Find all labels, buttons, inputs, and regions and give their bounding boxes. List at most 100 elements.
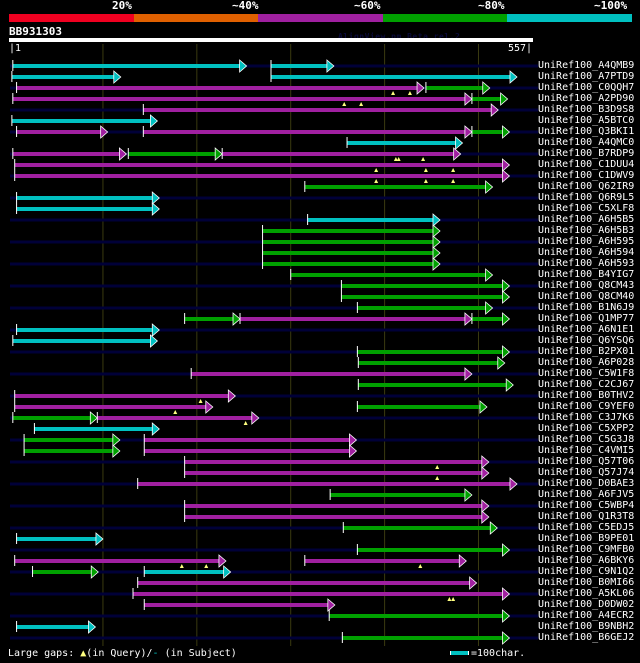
hit-label[interactable]: UniRef100_B0MI66 — [538, 577, 635, 588]
query-name: BB931303 — [9, 25, 62, 38]
hsp-end-arrow — [505, 378, 514, 392]
hit-label[interactable]: UniRef100_Q8CM40 — [538, 291, 635, 302]
hit-label[interactable]: UniRef100_B2PX01 — [538, 346, 635, 357]
hit-label[interactable]: UniRef100_Q6R9L5 — [538, 192, 635, 203]
gap-legend: Large gaps: ▲(in Query)/- (in Subject) — [8, 648, 237, 660]
hit-label[interactable]: UniRef100_C9YEF0 — [538, 401, 635, 412]
hsp-end-arrow — [464, 312, 473, 326]
hsp-end-arrow — [151, 202, 160, 216]
hit-label[interactable]: UniRef100_A5BTC0 — [538, 115, 635, 126]
hit-label[interactable]: UniRef100_B6GEJ2 — [538, 632, 635, 643]
hit-label[interactable]: UniRef100_C1DWV9 — [538, 170, 635, 181]
hit-label[interactable]: UniRef100_B0THV2 — [538, 390, 635, 401]
hsp-segment — [24, 438, 114, 442]
hit-label[interactable]: UniRef100_C3J7K6 — [538, 412, 635, 423]
hsp-end-arrow — [458, 554, 467, 568]
hsp-segment — [425, 86, 484, 90]
hit-label[interactable]: UniRef100_B4YIG7 — [538, 269, 635, 280]
hit-label[interactable]: UniRef100_A6H5B3 — [538, 225, 635, 236]
hsp-segment — [14, 163, 504, 167]
subject-gap-text: (in Subject) — [158, 648, 237, 659]
hsp-segment — [14, 174, 504, 178]
hsp-segment — [240, 317, 466, 321]
hit-label[interactable]: UniRef100_B9NBH2 — [538, 621, 635, 632]
hit-label[interactable]: UniRef100_Q62IR9 — [538, 181, 635, 192]
hit-label[interactable]: UniRef100_A7PTD9 — [538, 71, 635, 82]
hsp-segment — [471, 130, 504, 134]
query-gap-marker — [243, 421, 248, 425]
hit-label[interactable]: UniRef100_A6H594 — [538, 247, 635, 258]
query-gap-marker — [447, 597, 452, 601]
hit-label[interactable]: UniRef100_C5W1F8 — [538, 368, 635, 379]
hit-label[interactable]: UniRef100_A4QMC0 — [538, 137, 635, 148]
hit-label[interactable]: UniRef100_A2PD90 — [538, 93, 635, 104]
hit-label[interactable]: UniRef100_B1N6J9 — [538, 302, 635, 313]
hsp-end-arrow — [482, 81, 491, 95]
hsp-end-arrow — [489, 521, 498, 535]
hit-label[interactable]: UniRef100_A4QMB9 — [538, 60, 635, 71]
hsp-segment — [12, 152, 121, 156]
hsp-end-arrow — [119, 147, 128, 161]
hit-label[interactable]: UniRef100_A6H595 — [538, 236, 635, 247]
hsp-segment — [184, 471, 483, 475]
hit-label[interactable]: UniRef100_D0DW02 — [538, 599, 635, 610]
hsp-segment — [32, 570, 93, 574]
hsp-segment — [16, 207, 154, 211]
hsp-end-arrow — [481, 455, 490, 469]
hit-label[interactable]: UniRef100_Q1MP77 — [538, 313, 635, 324]
hit-label[interactable]: UniRef100_D0BAE3 — [538, 478, 635, 489]
hit-label[interactable]: UniRef100_A6FJV5 — [538, 489, 635, 500]
hit-label[interactable]: UniRef100_B9PE01 — [538, 533, 635, 544]
hsp-end-arrow — [509, 70, 518, 84]
hit-label[interactable]: UniRef100_Q3BKI1 — [538, 126, 635, 137]
hit-label[interactable]: UniRef100_Q6YSQ6 — [538, 335, 635, 346]
hsp-end-arrow — [502, 290, 511, 304]
hsp-segment — [357, 548, 504, 552]
hit-label[interactable]: UniRef100_C4VMI5 — [538, 445, 635, 456]
hit-label[interactable]: UniRef100_Q1R3T8 — [538, 511, 635, 522]
ruler-start-label: |1 — [9, 43, 22, 54]
hsp-segment — [16, 537, 97, 541]
hit-label[interactable]: UniRef100_C5EDJ5 — [538, 522, 635, 533]
hit-label[interactable]: UniRef100_A6H593 — [538, 258, 635, 269]
hit-label[interactable]: UniRef100_B7RDP9 — [538, 148, 635, 159]
hit-label[interactable]: UniRef100_Q8CM43 — [538, 280, 635, 291]
hit-label[interactable]: UniRef100_C5XLF8 — [538, 203, 635, 214]
hsp-segment — [14, 405, 207, 409]
hit-label[interactable]: UniRef100_B3D9S8 — [538, 104, 635, 115]
hsp-segment — [330, 493, 466, 497]
hsp-end-arrow — [432, 213, 441, 227]
hit-label[interactable]: UniRef100_C5WBP4 — [538, 500, 635, 511]
hsp-segment — [304, 185, 487, 189]
hsp-end-arrow — [432, 257, 441, 271]
hit-label[interactable]: UniRef100_C1DUU4 — [538, 159, 635, 170]
hsp-segment — [357, 306, 487, 310]
hit-label[interactable]: UniRef100_C5XPP2 — [538, 423, 635, 434]
hsp-end-arrow — [95, 532, 104, 546]
query-gap-marker — [374, 168, 379, 172]
hit-label[interactable]: UniRef100_A5KL06 — [538, 588, 635, 599]
hit-label[interactable]: UniRef100_A6P028 — [538, 357, 635, 368]
hsp-segment — [471, 97, 502, 101]
hsp-end-arrow — [112, 444, 121, 458]
query-gap-marker — [451, 168, 456, 172]
hsp-segment — [358, 361, 499, 365]
hit-label[interactable]: UniRef100_A6N1E1 — [538, 324, 635, 335]
hit-label[interactable]: UniRef100_C2CJ67 — [538, 379, 635, 390]
legend-label-60: ~60% — [354, 0, 381, 12]
hit-label[interactable]: UniRef100_Q57J74 — [538, 467, 635, 478]
query-gap-marker — [421, 157, 426, 161]
hsp-end-arrow — [239, 59, 248, 73]
hit-label[interactable]: UniRef100_C5G3J8 — [538, 434, 635, 445]
hsp-segment — [262, 262, 434, 266]
hit-label[interactable]: UniRef100_A6H5B5 — [538, 214, 635, 225]
query-gap-marker — [391, 91, 396, 95]
hit-label[interactable]: UniRef100_Q57T06 — [538, 456, 635, 467]
hit-label[interactable]: UniRef100_A6BKY6 — [538, 555, 635, 566]
query-gap-marker — [204, 564, 209, 568]
hit-label[interactable]: UniRef100_A4ECR2 — [538, 610, 635, 621]
hsp-end-arrow — [88, 620, 97, 634]
hit-label[interactable]: UniRef100_C9MFB0 — [538, 544, 635, 555]
hit-label[interactable]: UniRef100_C0QQH7 — [538, 82, 635, 93]
hit-label[interactable]: UniRef100_C9N1Q2 — [538, 566, 635, 577]
